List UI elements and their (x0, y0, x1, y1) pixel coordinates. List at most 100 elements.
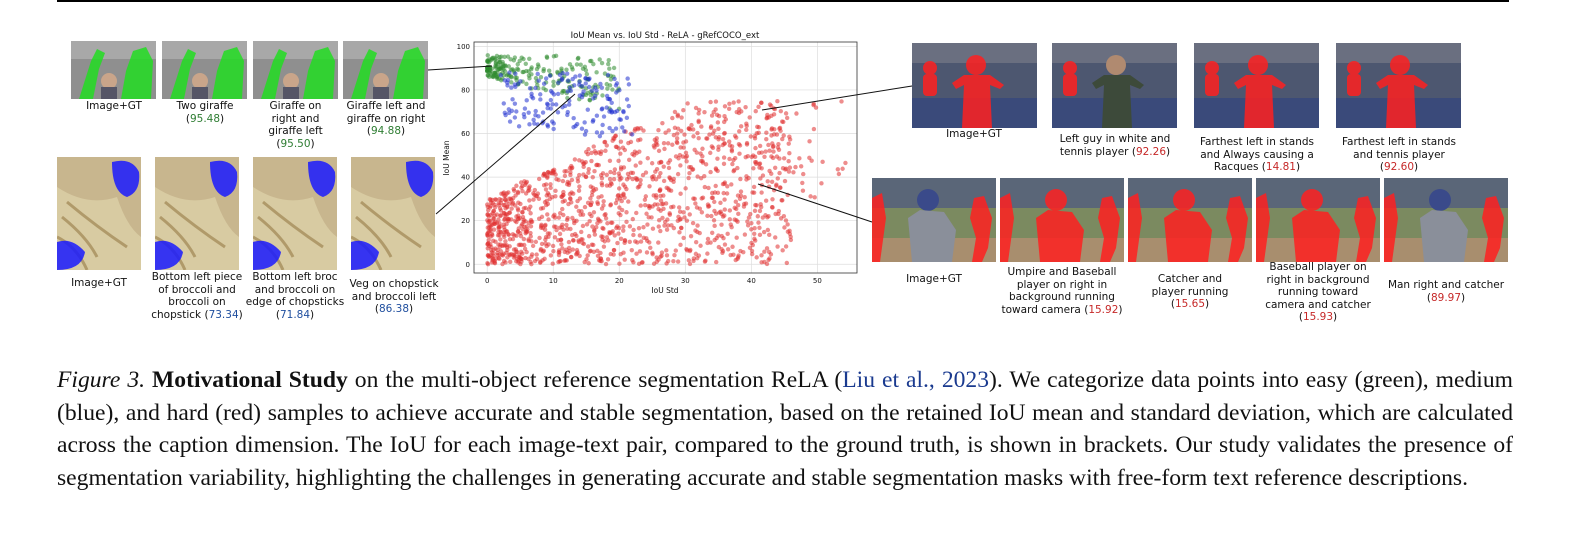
medium-point (577, 73, 583, 78)
hard-point (773, 235, 778, 240)
giraffe-image-gt (71, 41, 156, 99)
hard-point (684, 218, 690, 223)
hard-point (791, 170, 796, 175)
hard-point (560, 206, 565, 212)
hard-point (618, 165, 624, 170)
medium-point (529, 91, 534, 97)
hard-point (658, 198, 664, 203)
hard-point (495, 247, 500, 252)
hard-point (638, 239, 644, 244)
hard-point (705, 251, 710, 256)
hard-point (556, 215, 562, 220)
hard-point (550, 171, 556, 176)
easy-point (505, 54, 511, 59)
hard-point (601, 244, 607, 249)
easy-point (588, 92, 593, 98)
hard-point (562, 173, 568, 179)
hard-point (707, 132, 712, 137)
hard-point (520, 251, 525, 256)
hard-point (738, 248, 743, 254)
hard-point (647, 205, 652, 211)
hard-point (766, 257, 771, 263)
hard-point (807, 155, 812, 161)
x-tick-label: 10 (549, 277, 558, 285)
broccoli-caption-3: Veg on chopstick and broccoli left (86.38… (349, 278, 439, 315)
hard-point (638, 181, 643, 187)
medium-point (604, 105, 609, 110)
hard-point (506, 232, 511, 237)
hard-point (528, 217, 534, 223)
hard-point (612, 233, 617, 238)
hard-point (807, 139, 812, 144)
hard-point (769, 126, 775, 131)
hard-point (538, 259, 543, 264)
hard-point (595, 248, 600, 253)
hard-point (685, 101, 690, 106)
broccoli-score-2: 71.84 (279, 308, 311, 321)
hard-point (591, 249, 597, 254)
hard-point (667, 158, 673, 163)
hard-point (604, 143, 609, 148)
easy-point (494, 53, 500, 59)
medium-point (547, 73, 553, 78)
hard-point (491, 221, 497, 227)
hard-point (654, 195, 659, 200)
hard-point (643, 170, 649, 175)
hard-point (501, 202, 506, 208)
medium-point (507, 70, 512, 75)
hard-point (618, 236, 624, 242)
hard-point (690, 167, 695, 172)
hard-point (607, 158, 613, 163)
hard-point (728, 222, 733, 227)
hard-point (656, 224, 661, 229)
tennis-caption-2: Farthest left in stands and Always causi… (1199, 136, 1315, 173)
hard-point (627, 224, 633, 229)
easy-point (553, 53, 559, 59)
easy-point (604, 81, 609, 87)
y-tick-label: 0 (466, 261, 470, 269)
hard-point (735, 193, 741, 198)
hard-point (738, 124, 744, 129)
medium-point (577, 79, 582, 85)
hard-point (677, 209, 683, 214)
hard-point (693, 105, 699, 111)
hard-point (764, 246, 770, 251)
giraffe-score-2: 95.50 (280, 137, 311, 150)
hard-point (528, 230, 533, 236)
hard-point (595, 253, 601, 259)
hard-point (754, 160, 759, 165)
hard-point (747, 115, 752, 120)
medium-point (512, 82, 517, 87)
easy-point (523, 61, 528, 67)
medium-point (516, 124, 522, 129)
hard-point (749, 251, 755, 257)
hard-point (602, 139, 608, 145)
figure-caption-title: Motivational Study (152, 367, 348, 393)
hard-point (554, 227, 559, 233)
hard-point (485, 230, 491, 236)
hard-point (618, 212, 623, 218)
hard-point (751, 190, 757, 195)
medium-point (593, 93, 598, 99)
hard-point (730, 161, 735, 167)
hard-point (624, 177, 630, 182)
hard-point (638, 137, 643, 142)
hard-point (676, 214, 681, 219)
hard-point (500, 253, 506, 258)
hard-point (758, 202, 763, 207)
hard-point (737, 196, 743, 202)
hard-point (570, 238, 576, 243)
hard-point (683, 150, 689, 155)
hard-point (674, 139, 680, 145)
hard-point (626, 140, 631, 146)
hard-point (800, 180, 805, 186)
hard-point (758, 100, 764, 106)
hard-point (518, 242, 523, 247)
hard-point (531, 197, 536, 202)
hard-point (632, 149, 638, 154)
hard-point (558, 237, 564, 243)
hard-point (602, 239, 607, 244)
citation-link[interactable]: Liu et al., 2023 (842, 367, 990, 393)
medium-point (551, 121, 556, 126)
hard-point (589, 158, 594, 164)
